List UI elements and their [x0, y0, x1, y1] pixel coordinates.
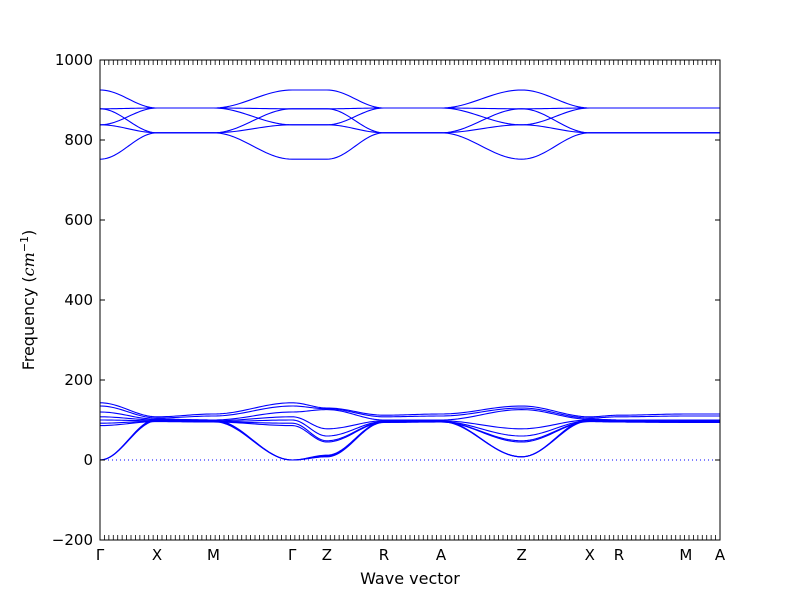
- y-tick-label: 0: [83, 451, 93, 469]
- y-axis-label: Frequency (cm−1): [18, 230, 39, 371]
- band-line-3: [99, 108, 720, 134]
- band-line-10: [99, 416, 720, 430]
- band-line-4: [99, 107, 720, 126]
- x-tick-label: Γ: [96, 546, 105, 564]
- x-tick-label: A: [715, 546, 726, 564]
- x-tick-label: R: [614, 546, 624, 564]
- x-tick-label: R: [379, 546, 389, 564]
- y-tick-label: 400: [64, 291, 93, 309]
- x-tick-label: M: [679, 546, 692, 564]
- band-line-12: [99, 420, 720, 442]
- x-tick-label: Γ: [288, 546, 297, 564]
- x-tick-label: X: [152, 546, 162, 564]
- band-line-8: [99, 405, 720, 419]
- x-tick-label: M: [207, 546, 220, 564]
- y-tick-label: 1000: [55, 51, 93, 69]
- x-tick-label: Z: [322, 546, 332, 564]
- y-axis-label-text: Frequency: [19, 288, 38, 371]
- y-axis-label-open: (: [19, 276, 38, 282]
- plot-frame: [99, 59, 721, 541]
- band-line-14: [99, 418, 720, 461]
- y-tick-label: −200: [52, 531, 93, 549]
- band-line-5: [99, 124, 720, 134]
- x-axis-label: Wave vector: [360, 569, 460, 588]
- y-axis-label-close: ): [19, 230, 38, 236]
- band-line-1: [99, 89, 720, 109]
- band-line-16: [99, 420, 720, 461]
- x-tick-label: X: [585, 546, 595, 564]
- band-line-6: [99, 132, 720, 160]
- y-tick-label: 600: [64, 211, 93, 229]
- y-axis-unit-exp: −1: [18, 236, 31, 252]
- y-axis-unit-base: cm: [19, 252, 38, 276]
- band-line-15: [99, 419, 720, 461]
- x-tick-label: A: [436, 546, 447, 564]
- band-line-13: [99, 421, 720, 443]
- y-tick-label: 800: [64, 131, 93, 149]
- x-tick-label: Z: [516, 546, 526, 564]
- band-line-7: [99, 402, 720, 418]
- y-tick-label: 200: [64, 371, 93, 389]
